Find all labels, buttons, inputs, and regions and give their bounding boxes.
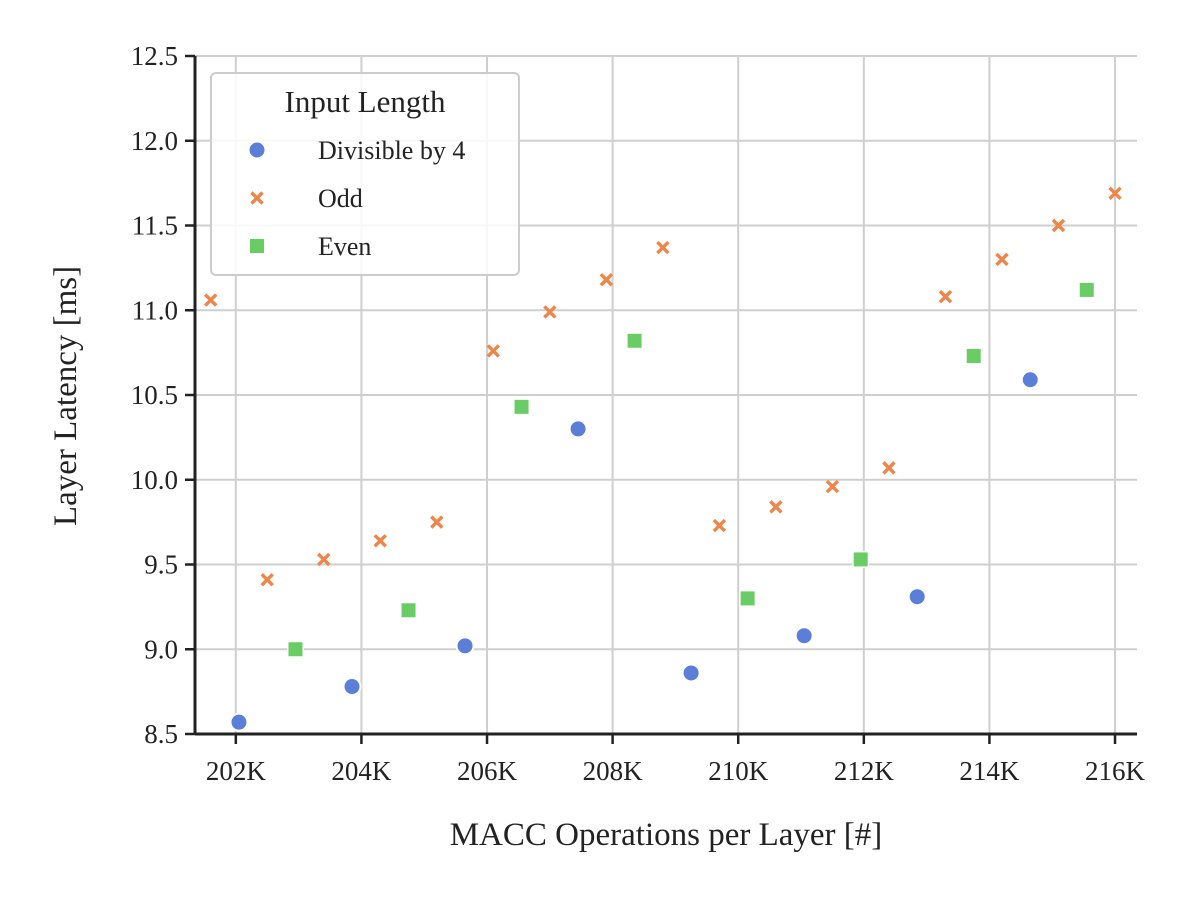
- data-point: [543, 305, 557, 319]
- series-even: [286, 281, 1096, 658]
- y-tick-label: 9.0: [144, 634, 178, 664]
- legend-marker-x: [250, 191, 264, 205]
- data-point: [794, 626, 814, 646]
- legend-label: Even: [318, 232, 371, 261]
- data-point: [712, 518, 727, 533]
- x-tick-label: 204K: [331, 756, 392, 786]
- grid-lines: [195, 55, 1137, 735]
- data-point: [373, 534, 387, 548]
- x-tick-label: 216K: [1085, 756, 1146, 786]
- data-point: [317, 552, 331, 567]
- data-point: [342, 677, 362, 697]
- data-point: [852, 550, 870, 568]
- data-point: [513, 398, 531, 416]
- x-tick-label: 208K: [583, 756, 644, 786]
- y-tick-label: 12.0: [131, 126, 178, 156]
- series-divisible-by-4: [229, 370, 1040, 732]
- y-tick-label: 10.0: [131, 465, 178, 495]
- x-tick-label: 214K: [959, 756, 1020, 786]
- legend: Input Length Divisible by 4 Odd Even: [210, 72, 520, 276]
- data-point: [260, 573, 274, 587]
- series-odd: [203, 186, 1122, 587]
- legend-title: Input Length: [285, 84, 446, 119]
- legend-label: Odd: [318, 184, 363, 213]
- y-axis-title: Layer Latency [ms]: [48, 266, 84, 526]
- data-point: [203, 293, 218, 307]
- data-point: [825, 479, 840, 494]
- legend-frame: [210, 72, 520, 276]
- axes: [185, 54, 1137, 744]
- legend-marker-square: [248, 237, 266, 255]
- data-point: [1020, 370, 1040, 390]
- data-point: [1108, 186, 1122, 200]
- data-point: [1078, 281, 1096, 299]
- tick-labels: 202K 204K 206K 208K 210K 212K 214K 216K 8.5 9.0 9.…: [131, 41, 1146, 786]
- x-tick-label: 212K: [834, 756, 895, 786]
- data-point: [681, 663, 701, 683]
- data-point: [568, 419, 588, 439]
- y-tick-label: 9.5: [144, 550, 178, 580]
- data-point: [938, 289, 953, 304]
- y-tick-label: 10.5: [131, 380, 178, 410]
- data-point: [1051, 218, 1066, 233]
- data-point: [656, 240, 670, 255]
- data-point: [995, 252, 1009, 267]
- x-axis-title: MACC Operations per Layer [#]: [450, 817, 883, 853]
- data-point: [486, 344, 501, 358]
- data-points: [203, 186, 1122, 732]
- y-tick-label: 12.5: [131, 41, 178, 71]
- y-tick-label: 8.5: [144, 719, 178, 749]
- data-point: [430, 515, 444, 529]
- legend-marker-circle: [247, 140, 267, 160]
- legend-label: Divisible by 4: [318, 136, 465, 165]
- y-tick-label: 11.5: [132, 211, 178, 241]
- x-tick-label: 202K: [206, 756, 267, 786]
- x-tick-label: 210K: [708, 756, 769, 786]
- data-point: [229, 712, 249, 732]
- data-point: [965, 347, 983, 365]
- data-point: [626, 332, 644, 350]
- x-tick-label: 206K: [457, 756, 518, 786]
- data-point: [400, 601, 418, 619]
- data-point: [907, 587, 927, 607]
- data-point: [882, 461, 896, 475]
- y-tick-label: 11.0: [132, 295, 178, 325]
- data-point: [286, 640, 304, 658]
- data-point: [769, 500, 783, 514]
- data-point: [739, 589, 757, 607]
- data-point: [599, 273, 614, 287]
- data-point: [455, 636, 475, 656]
- legend-entries: Divisible by 4 Odd Even: [247, 136, 465, 261]
